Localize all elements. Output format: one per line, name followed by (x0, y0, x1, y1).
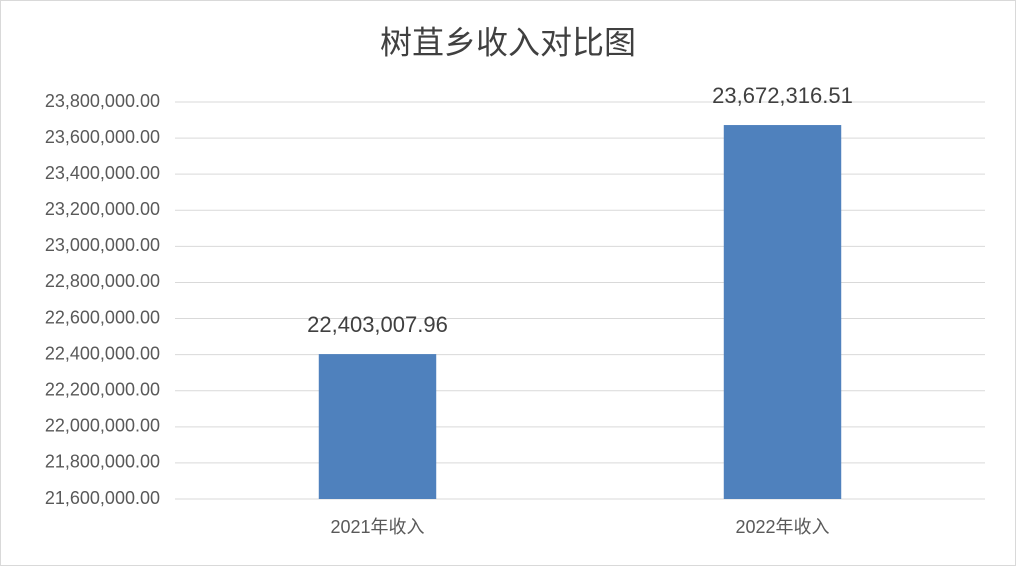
y-tick-label: 23,000,000.00 (45, 235, 160, 255)
x-tick-label: 2021年收入 (330, 517, 424, 537)
y-tick-label: 21,800,000.00 (45, 452, 160, 472)
y-tick-label: 22,400,000.00 (45, 343, 160, 363)
y-tick-label: 22,600,000.00 (45, 307, 160, 327)
y-tick-label: 23,600,000.00 (45, 127, 160, 147)
bar (723, 125, 842, 499)
data-label: 23,672,316.51 (712, 83, 853, 108)
y-tick-label: 23,200,000.00 (45, 199, 160, 219)
y-tick-label: 22,800,000.00 (45, 271, 160, 291)
y-tick-label: 21,600,000.00 (45, 488, 160, 508)
y-tick-label: 22,200,000.00 (45, 379, 160, 399)
x-tick-label: 2022年收入 (735, 517, 829, 537)
bar (318, 354, 437, 499)
data-label: 22,403,007.96 (307, 312, 448, 337)
y-tick-label: 23,800,000.00 (45, 91, 160, 111)
y-tick-label: 22,000,000.00 (45, 416, 160, 436)
chart-title: 树苴乡收入对比图 (380, 24, 636, 60)
y-tick-label: 23,400,000.00 (45, 163, 160, 183)
